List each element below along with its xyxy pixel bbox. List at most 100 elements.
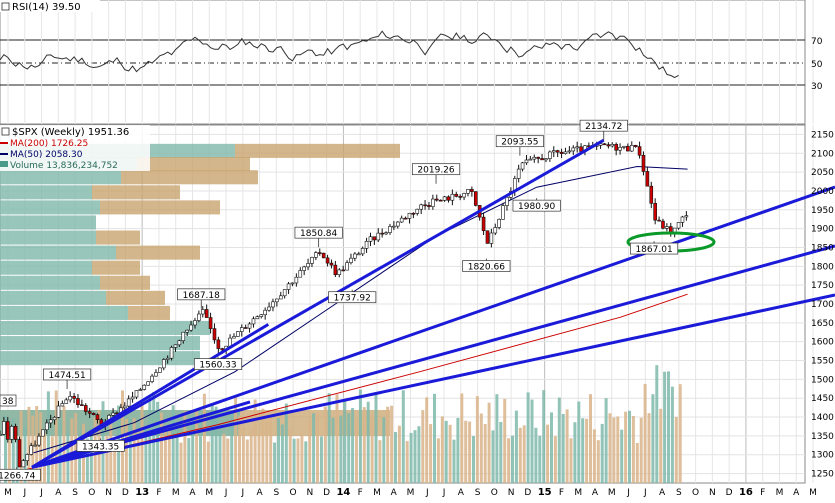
candle-up bbox=[532, 156, 537, 160]
volume-bar bbox=[405, 441, 409, 483]
candle-down bbox=[427, 205, 431, 207]
volume-bar bbox=[538, 435, 542, 483]
candle-up bbox=[251, 318, 256, 325]
candle-up bbox=[33, 444, 37, 447]
candle-down bbox=[645, 171, 650, 187]
candle-down bbox=[434, 198, 439, 201]
candle-up bbox=[528, 158, 533, 161]
volume-bar bbox=[331, 417, 335, 483]
candle-down bbox=[208, 317, 213, 329]
volume-bar bbox=[585, 418, 589, 483]
annotation-label: 1850.84 bbox=[300, 229, 337, 239]
candle-up bbox=[516, 168, 521, 179]
volume-bar bbox=[620, 429, 624, 483]
candle-down bbox=[649, 185, 654, 204]
candle-up bbox=[388, 226, 392, 233]
candle-up bbox=[489, 232, 494, 244]
volume-bar bbox=[557, 397, 561, 483]
volume-bar bbox=[238, 415, 241, 483]
volume-bar bbox=[327, 393, 331, 483]
volume-by-price-bar-up bbox=[0, 185, 92, 200]
candle-up bbox=[360, 248, 365, 255]
candle-down bbox=[372, 236, 377, 241]
x-tick-label: M bbox=[407, 488, 415, 498]
volume-bar bbox=[651, 394, 655, 483]
volume-bar bbox=[234, 396, 238, 483]
candle-up bbox=[150, 375, 154, 383]
volume-by-price-bar-up bbox=[0, 260, 92, 275]
volume-bar bbox=[514, 410, 518, 483]
x-tick-label: O bbox=[491, 488, 498, 498]
y-tick-label: 2100 bbox=[811, 149, 834, 159]
candle-down bbox=[220, 348, 225, 351]
volume-bar bbox=[312, 413, 316, 483]
x-tick-label: A bbox=[659, 488, 666, 498]
candle-up bbox=[505, 197, 509, 206]
volume-bar bbox=[199, 436, 202, 483]
volume-bar bbox=[542, 390, 546, 483]
volume-bar bbox=[534, 427, 538, 483]
volume-by-price-bar-up bbox=[0, 275, 100, 290]
candle-down bbox=[579, 146, 583, 152]
volume-bar bbox=[678, 384, 682, 483]
price-panel: 1266.74 1474.51 1343.35 1687.18 1560.33 1850.… bbox=[0, 119, 835, 484]
volume-by-price-bar-down bbox=[100, 275, 150, 290]
candle-up bbox=[384, 232, 388, 235]
volume-by-price-bar-up bbox=[0, 245, 116, 260]
volume-bar bbox=[39, 412, 43, 483]
volume-bar bbox=[448, 424, 452, 483]
volume-bar bbox=[577, 401, 581, 483]
y-tick-label: 1450 bbox=[811, 394, 834, 404]
ma50-line bbox=[33, 165, 688, 454]
annotation-box bbox=[193, 358, 243, 370]
volume-bar bbox=[265, 420, 269, 483]
candle-up bbox=[571, 147, 576, 152]
volume-bar bbox=[382, 417, 386, 483]
candle-up bbox=[37, 435, 41, 446]
volume-bar bbox=[491, 430, 495, 483]
candle-up bbox=[466, 189, 470, 194]
x-tick-label: M bbox=[205, 488, 213, 498]
y-tick-label: 1250 bbox=[811, 470, 834, 480]
candle-down bbox=[540, 158, 544, 161]
y-tick-label: 1400 bbox=[811, 413, 834, 423]
volume-bar bbox=[89, 429, 93, 483]
volume-bar bbox=[604, 398, 608, 483]
candle-down bbox=[317, 252, 322, 254]
annotation-box bbox=[0, 468, 41, 481]
annotation-box bbox=[76, 440, 125, 452]
candle-down bbox=[555, 150, 560, 153]
volume-bar bbox=[253, 399, 257, 483]
candle-down bbox=[212, 328, 217, 341]
candle-down bbox=[325, 257, 330, 264]
volume-bar bbox=[370, 415, 374, 483]
x-tick-label: O bbox=[290, 488, 297, 498]
candle-down bbox=[454, 193, 459, 197]
volume-bar bbox=[421, 410, 425, 483]
candle-up bbox=[431, 198, 435, 207]
x-tick-label: 13 bbox=[135, 487, 149, 498]
candle-down bbox=[614, 144, 618, 151]
rsi-title-bg bbox=[0, 0, 100, 12]
volume-by-price-bar-up bbox=[0, 336, 200, 351]
candle-up bbox=[197, 313, 201, 321]
annotation-box bbox=[411, 163, 461, 176]
volume-bar bbox=[241, 427, 245, 483]
volume-bar bbox=[639, 417, 643, 483]
annotation-label: 1687.18 bbox=[183, 291, 220, 301]
y-tick-label: 1300 bbox=[811, 451, 834, 461]
x-tick-label: A bbox=[793, 488, 800, 498]
volume-bar bbox=[444, 420, 448, 483]
volume-bar bbox=[124, 418, 128, 483]
candle-up bbox=[228, 337, 232, 347]
annotation-label: 38 bbox=[2, 397, 14, 407]
candle-down bbox=[216, 339, 221, 349]
volume-bar bbox=[518, 427, 522, 483]
candle-up bbox=[126, 398, 131, 407]
volume-bar bbox=[296, 438, 300, 483]
x-tick-label: J bbox=[626, 488, 630, 498]
x-tick-label: O bbox=[88, 488, 95, 498]
candle-down bbox=[458, 196, 462, 198]
candle-down bbox=[204, 309, 209, 318]
